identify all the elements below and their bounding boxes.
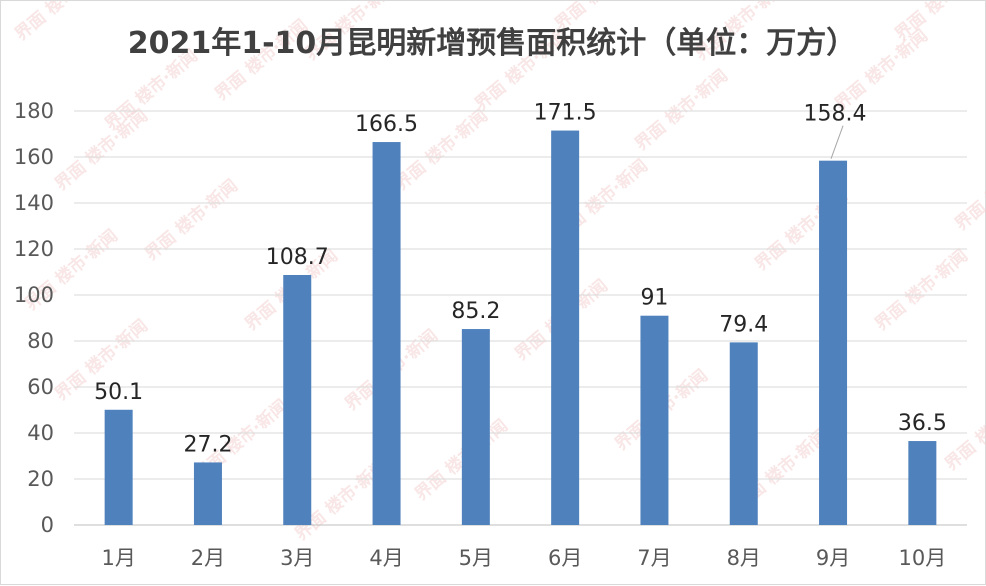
x-tick-label: 6月 bbox=[548, 546, 582, 570]
x-axis-ticks: 1月 2月 3月 4月 5月 6月 7月 8月 9月 10月 bbox=[101, 546, 946, 570]
x-tick-label: 2月 bbox=[191, 546, 225, 570]
bar bbox=[819, 160, 848, 525]
y-tick-label: 20 bbox=[27, 467, 54, 491]
x-tick-label: 8月 bbox=[727, 546, 761, 570]
watermark-logo: 界面 楼市·新闻 bbox=[631, 65, 732, 155]
bar bbox=[908, 441, 937, 525]
chart-title: 2021年1-10月昆明新增预售面积统计（单位：万方） bbox=[128, 26, 857, 61]
data-label: 108.7 bbox=[266, 245, 329, 270]
bar bbox=[193, 462, 222, 525]
y-tick-label: 60 bbox=[27, 375, 54, 399]
x-tick-label: 4月 bbox=[369, 546, 403, 570]
bar bbox=[729, 342, 758, 525]
bar bbox=[640, 315, 669, 525]
data-label: 50.1 bbox=[94, 380, 143, 405]
watermark-logo: 界面 楼市·新闻 bbox=[871, 245, 972, 335]
watermark-logo: 界面 楼市·新闻 bbox=[141, 175, 242, 265]
data-label: 85.2 bbox=[451, 299, 500, 324]
y-tick-label: 0 bbox=[41, 513, 54, 537]
y-tick-label: 100 bbox=[14, 283, 54, 307]
bar bbox=[372, 142, 401, 526]
x-tick-label: 9月 bbox=[816, 546, 850, 570]
watermark-logo: 界面 楼市·新闻 bbox=[11, 1, 112, 45]
data-label: 79.4 bbox=[719, 312, 768, 337]
y-tick-label: 120 bbox=[14, 237, 54, 261]
watermark-logo: 界面 楼市·新闻 bbox=[951, 145, 986, 235]
x-tick-label: 5月 bbox=[459, 546, 493, 570]
watermark-logo: 界面 楼市·新闻 bbox=[891, 1, 986, 45]
bar bbox=[283, 274, 312, 525]
data-label: 91 bbox=[640, 286, 668, 311]
x-tick-label: 7月 bbox=[637, 546, 671, 570]
data-label: 166.5 bbox=[355, 112, 418, 137]
watermark-logo: 界面 楼市·新闻 bbox=[941, 385, 986, 475]
y-tick-label: 180 bbox=[14, 99, 54, 123]
data-label: 158.4 bbox=[804, 102, 867, 127]
y-tick-label: 160 bbox=[14, 145, 54, 169]
bar bbox=[551, 130, 580, 526]
x-tick-label: 10月 bbox=[898, 546, 946, 570]
y-tick-label: 40 bbox=[27, 421, 54, 445]
data-label: 171.5 bbox=[534, 101, 597, 126]
x-tick-label: 1月 bbox=[101, 546, 135, 570]
x-tick-label: 3月 bbox=[280, 546, 314, 570]
data-label: 27.2 bbox=[183, 432, 232, 457]
y-tick-label: 140 bbox=[14, 191, 54, 215]
gridlines bbox=[74, 110, 967, 526]
bar bbox=[461, 329, 490, 525]
y-tick-label: 80 bbox=[27, 329, 54, 353]
bars bbox=[104, 130, 937, 526]
y-axis-ticks: 0 20 40 60 80 100 120 140 160 180 bbox=[14, 99, 54, 537]
data-label: 36.5 bbox=[898, 411, 947, 436]
leader-line bbox=[830, 125, 844, 159]
bar bbox=[104, 409, 133, 525]
data-labels: 50.1 27.2 108.7 166.5 85.2 171.5 91 79.4 158.4 36… bbox=[94, 101, 947, 458]
watermark-logo: 界面 楼市·新闻 bbox=[411, 415, 512, 505]
